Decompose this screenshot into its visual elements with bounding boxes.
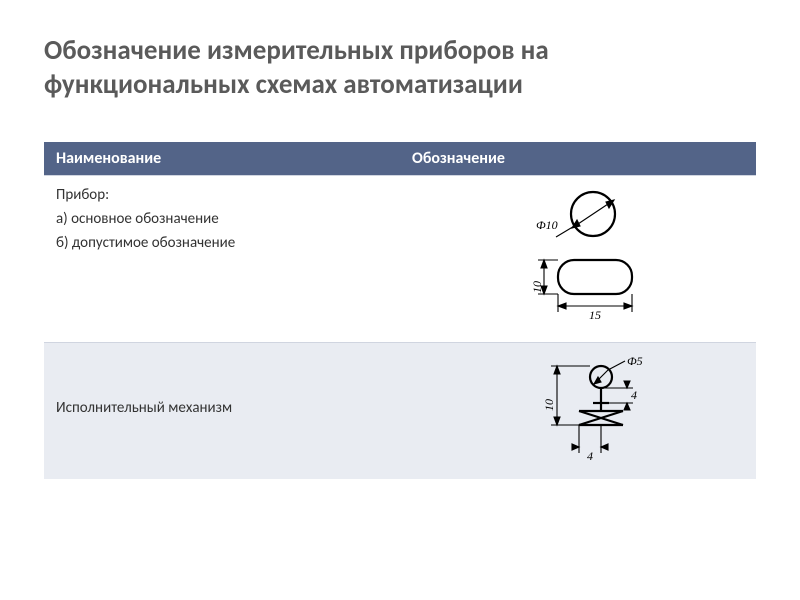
table-header-row: Наименование Обозначение (44, 142, 756, 176)
symbols-table: Наименование Обозначение Прибор: а) осно… (44, 142, 756, 479)
dim-h10: 10 (530, 281, 544, 293)
dim-h10b: 10 (542, 399, 556, 411)
row1-line2: а) основное обозначение (56, 210, 388, 228)
row2-name-cell: Исполнительный механизм (44, 342, 400, 479)
col-header-symbol: Обозначение (400, 142, 756, 176)
row1-line1: Прибор: (56, 186, 388, 204)
slide: Обозначение измерительных приборов на фу… (0, 0, 800, 600)
row1-line3: б) допустимое обозначение (56, 234, 388, 252)
row1-name-cell: Прибор: а) основное обозначение б) допус… (44, 175, 400, 342)
dim-phi5: Ф5 (627, 354, 643, 368)
row2-diagram-cell: Ф5 (400, 342, 756, 479)
actuator-symbol-svg: Ф5 (493, 351, 663, 471)
row1-diagram-cell: Ф10 10 (400, 175, 756, 342)
dim-phi10: Ф10 (536, 218, 558, 232)
dim-gap-top: 4 (631, 388, 637, 402)
col-header-name: Наименование (44, 142, 400, 176)
table-row: Прибор: а) основное обозначение б) допус… (44, 175, 756, 342)
slide-title: Обозначение измерительных приборов на фу… (44, 34, 756, 102)
table-row: Исполнительный механизм Ф5 (44, 342, 756, 479)
dim-gap-bottom: 4 (587, 449, 593, 463)
row2-line1: Исполнительный механизм (56, 399, 388, 417)
dim-w15: 15 (589, 308, 601, 322)
device-symbol-svg: Ф10 10 (498, 184, 658, 334)
